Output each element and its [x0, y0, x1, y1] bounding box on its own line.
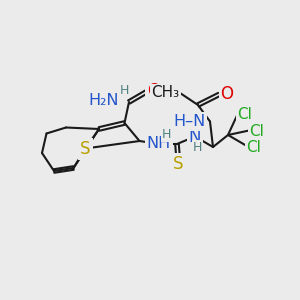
- Text: H: H: [120, 83, 130, 97]
- Text: H: H: [193, 141, 202, 154]
- Text: S: S: [80, 140, 91, 158]
- Text: Cl: Cl: [247, 140, 262, 154]
- Text: H: H: [162, 128, 171, 141]
- Text: Cl: Cl: [238, 107, 253, 122]
- Text: O: O: [220, 85, 233, 103]
- Text: NH: NH: [147, 136, 171, 152]
- Text: CH₃: CH₃: [151, 85, 179, 100]
- Text: N: N: [189, 128, 201, 146]
- Text: Cl: Cl: [250, 124, 265, 139]
- Text: S: S: [173, 155, 184, 173]
- Text: O: O: [147, 82, 160, 100]
- Text: H–N: H–N: [174, 114, 206, 129]
- Text: H₂N: H₂N: [88, 93, 119, 108]
